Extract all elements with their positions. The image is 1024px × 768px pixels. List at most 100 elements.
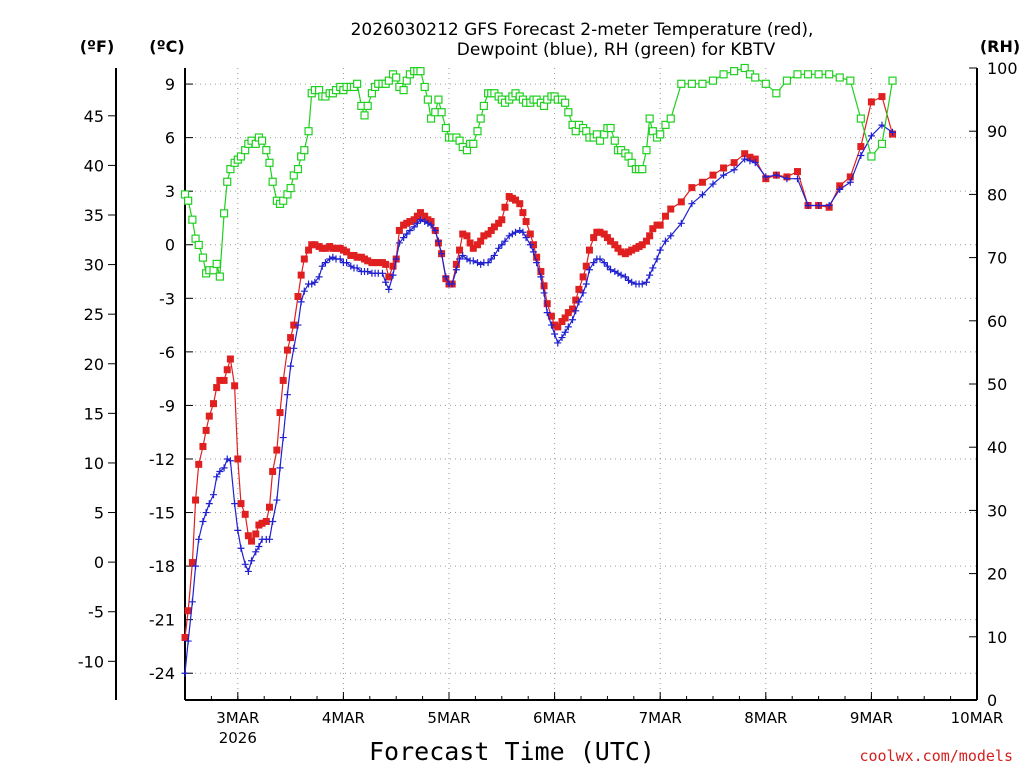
source-credit[interactable]: coolwx.com/models [859, 747, 1013, 765]
temperature-point [878, 93, 886, 101]
temperature-point [649, 225, 657, 233]
dewpoint-point [248, 557, 256, 565]
dewpoint-line [184, 124, 893, 674]
rh-point [215, 272, 224, 281]
rh-point [642, 146, 651, 155]
celsius-tick-label: -24 [149, 664, 175, 683]
dewpoint-point [804, 201, 812, 209]
temperature-point [526, 230, 534, 238]
temperature-point [575, 285, 583, 293]
rh-point [698, 79, 707, 88]
dewpoint-point [825, 201, 833, 209]
temperature-point [469, 244, 477, 252]
dewpoint-point [846, 178, 854, 186]
temperature-point [522, 218, 530, 226]
rh-point [392, 73, 401, 82]
dewpoint-point [547, 321, 555, 329]
dewpoint-point [188, 598, 196, 606]
rh-point [476, 114, 485, 123]
dewpoint-point [543, 309, 551, 317]
temperature-series [181, 93, 897, 642]
dewpoint-point [406, 226, 414, 234]
dewpoint-point [815, 201, 823, 209]
rh-point [730, 67, 739, 76]
temperature-point [579, 273, 587, 281]
dewpoint-point [199, 517, 207, 525]
temperature-point [290, 321, 298, 329]
temperature-point [395, 226, 403, 234]
temperature-point [558, 318, 566, 326]
temperature-point [248, 537, 256, 545]
temperature-point [746, 153, 754, 161]
rh-point [687, 79, 696, 88]
temperature-point [237, 500, 245, 508]
rh-point [564, 108, 573, 117]
temperature-point [300, 255, 308, 263]
dewpoint-point [730, 166, 738, 174]
temperature-point [867, 98, 875, 106]
fahrenheit-tick-label: 15 [84, 404, 104, 423]
dewpoint-point [459, 251, 467, 259]
dewpoint-point [329, 253, 337, 261]
temperature-point [585, 246, 593, 254]
temperature-point [474, 241, 482, 249]
temperature-point [720, 164, 728, 172]
rh-point [426, 114, 436, 123]
dewpoint-point [416, 216, 424, 224]
dewpoint-point [569, 316, 577, 324]
temperature-point [646, 232, 654, 240]
dewpoint-point [343, 259, 351, 267]
rh-point [226, 165, 235, 174]
dewpoint-point [516, 226, 524, 234]
dewpoint-point [205, 500, 213, 508]
temperature-point [321, 244, 329, 252]
rh-point [856, 114, 865, 123]
dewpoint-point [772, 171, 780, 179]
temperature-point [590, 234, 598, 242]
rh-point [423, 95, 432, 104]
temperature-point [554, 323, 562, 331]
temperature-point [547, 312, 555, 320]
dewpoint-point [223, 455, 231, 463]
dewpoint-point [400, 234, 408, 242]
dewpoint-point [867, 132, 875, 140]
dewpoint-point [564, 323, 572, 331]
temperature-point [564, 309, 572, 317]
dewpoint-point [300, 287, 308, 295]
rh-point [363, 101, 372, 111]
dewpoint-point [793, 175, 801, 183]
rh-point [236, 152, 246, 161]
rh-point [740, 63, 749, 73]
temperature-point [188, 559, 196, 567]
celsius-tick-label: 0 [165, 236, 175, 255]
dewpoint-point [607, 266, 615, 274]
rh-point [782, 76, 792, 85]
temperature-point [305, 246, 313, 254]
rh-point [265, 158, 274, 167]
temperature-point [287, 334, 295, 342]
x-tick-label: 9MAR [850, 709, 893, 727]
dewpoint-point [255, 542, 263, 550]
temperature-point [463, 232, 471, 240]
dewpoint-point [498, 241, 506, 249]
temperature-point [416, 209, 424, 217]
temperature-point [600, 230, 608, 238]
rh-series [180, 63, 897, 281]
temperature-point [226, 355, 234, 363]
dewpoint-point [617, 271, 625, 279]
dewpoint-point [490, 251, 498, 259]
dewpoint-point [410, 223, 418, 231]
x-tick-label: 5MAR [427, 709, 470, 727]
temperature-point [223, 366, 231, 374]
dewpoint-point [220, 464, 228, 472]
temperature-point [857, 143, 865, 151]
temperature-point [273, 446, 281, 454]
rh-tick-label: 60 [987, 312, 1007, 331]
rh-point [595, 136, 605, 145]
dewpoint-point [579, 289, 587, 297]
dewpoint-point [698, 191, 706, 199]
rh-tick-label: 20 [987, 565, 1007, 584]
temperature-point [283, 346, 291, 354]
rh-point [441, 123, 450, 133]
